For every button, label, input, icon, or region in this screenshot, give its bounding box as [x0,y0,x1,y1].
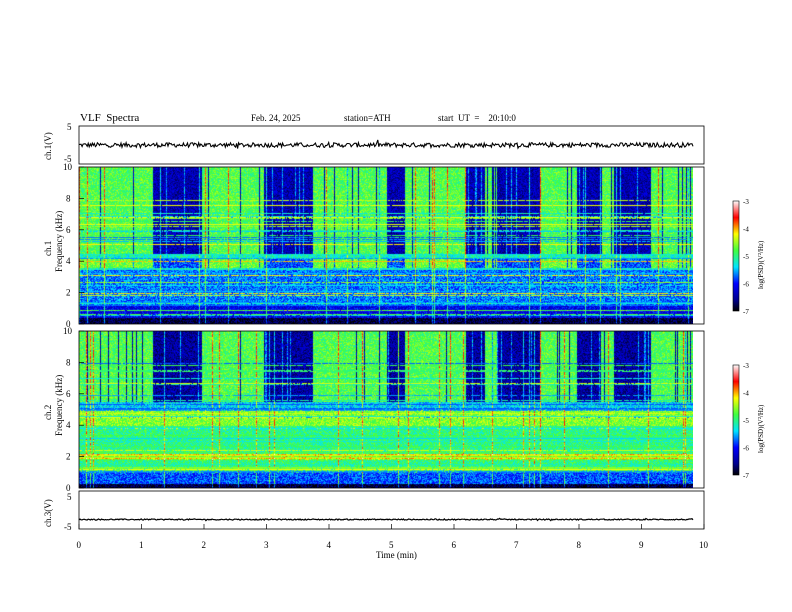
ch3-ytick-top: 5 [67,492,72,502]
colorbar-1: -3 -4 -5 -6 -7 log(PSD)(V²/Hz) [732,198,765,316]
xtick-label-4: 4 [327,540,332,550]
ch1-spec-ytick-4: 4 [66,256,71,266]
ch1-spec-ylabel-top: ch.1 [43,241,53,256]
colorbar-2-tick--5: -5 [743,417,749,425]
colorbar-1-label: log(PSD)(V²/Hz) [757,240,765,289]
ch2-spec-ytick-4: 4 [66,420,71,430]
xtick-label-0: 0 [77,540,82,550]
ch3-waveform [78,517,694,522]
colorbar-1-tick--5: -5 [743,253,749,261]
xtick-label-10: 10 [699,540,709,550]
station-label: station=ATH [344,113,391,123]
ch3-panel: 5 -5 ch.3(V) 0 1 2 3 4 5 6 7 8 9 10 Time (min) [43,490,709,560]
figure-title: VLF Spectra [80,112,140,124]
ch1-spec-ylabel: Frequency (kHz) [54,211,64,272]
ch2-spectrogram-panel: 0 2 4 6 8 10 ch.2 Frequency (kHz) [43,326,705,493]
colorbar-2-tick--3: -3 [743,362,749,370]
ch1-frame [78,125,705,165]
ch1-spectrogram-panel: 0 2 4 6 8 10 ch.1 Frequency (kHz) [43,162,705,329]
ch1-spectrogram [79,167,693,324]
ch2-spec-ytick-8: 8 [66,357,71,367]
colorbar-1-tick--7: -7 [743,308,749,316]
ch1-spec-ytick-10: 10 [63,162,73,172]
xtick-label-7: 7 [514,540,519,550]
start-ut-label: start UT = 20:10:0 [438,113,516,123]
ch3-ytick-bottom: -5 [64,522,72,532]
ch2-spec-ytick-0: 0 [66,483,71,493]
ch2-spec-ylabel: Frequency (kHz) [54,375,64,436]
ch2-spec-ytick-10: 10 [63,326,73,336]
colorbar-1-scale [732,200,740,312]
ch2-spectrogram-frame [78,330,705,489]
ch2-spec-ytick-2: 2 [66,452,71,462]
xtick-label-1: 1 [139,540,144,550]
xtick-label-9: 9 [639,540,644,550]
ch1-spec-ytick-6: 6 [66,225,71,235]
colorbar-2: -3 -4 -5 -6 -7 log(PSD)(V²/Hz) [732,362,765,480]
ch1-spec-ytick-0: 0 [66,319,71,329]
ch1-spec-ytick-2: 2 [66,288,71,298]
xtick-label-2: 2 [202,540,207,550]
xtick-label-6: 6 [452,540,457,550]
x-axis-label: Time (min) [376,550,417,560]
ch1-spectrogram-frame [78,166,705,325]
ch2-spec-ytick-6: 6 [66,389,71,399]
ch1-panel: 5 -5 ch.1(V) [43,122,705,165]
ch3-frame [78,490,705,530]
colorbar-2-tick--7: -7 [743,472,749,480]
colorbar-1-tick--3: -3 [743,198,749,206]
ch1-spec-ytick-8: 8 [66,193,71,203]
colorbar-2-tick--4: -4 [743,390,749,398]
xtick-label-3: 3 [264,540,269,550]
colorbar-2-tick--6: -6 [743,445,749,453]
colorbar-2-scale [732,364,740,476]
ch1-waveform [78,139,694,150]
ch2-spec-ylabel-top: ch.2 [43,405,53,420]
ch3-ylabel: ch.3(V) [43,499,53,527]
ch2-spectrogram [79,331,693,488]
ch1-ytick-top: 5 [67,122,72,132]
date-label: Feb. 24, 2025 [251,113,301,123]
xtick-label-5: 5 [389,540,394,550]
ch1-ylabel: ch.1(V) [43,132,53,160]
ch1-ytick-bottom: -5 [64,154,72,164]
colorbar-1-tick--4: -4 [743,226,749,234]
colorbar-2-label: log(PSD)(V²/Hz) [757,404,765,453]
xtick-label-8: 8 [577,540,582,550]
colorbar-1-tick--6: -6 [743,281,749,289]
